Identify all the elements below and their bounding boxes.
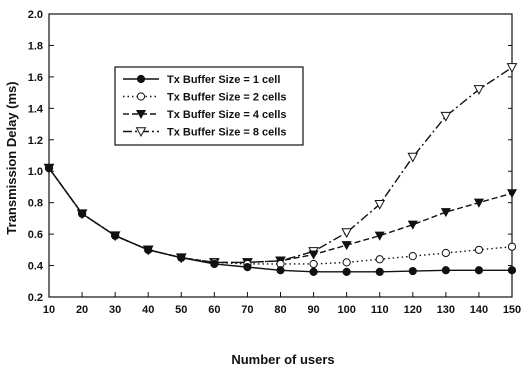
legend-label: Tx Buffer Size = 8 cells (167, 127, 287, 139)
y-tick-label: 1.4 (28, 103, 44, 115)
data-point (440, 111, 452, 122)
data-point (341, 228, 352, 239)
y-tick-label: 1.8 (28, 40, 43, 52)
legend-label: Tx Buffer Size = 2 cells (167, 92, 287, 104)
series-1 (44, 163, 517, 276)
x-tick-label: 80 (274, 304, 286, 316)
x-tick-label: 60 (208, 304, 220, 316)
data-point (441, 248, 450, 258)
legend-marker (135, 127, 147, 138)
data-point (111, 231, 120, 240)
data-point (210, 259, 219, 269)
data-point (77, 209, 87, 218)
data-point (44, 163, 54, 173)
y-tick-label: 0.8 (28, 198, 43, 210)
x-tick-label: 100 (337, 304, 355, 316)
data-point (243, 263, 252, 272)
series-line (48, 167, 513, 264)
y-axis-title: Transmission Delay (ms) (4, 81, 19, 234)
data-point (407, 152, 419, 163)
data-point (144, 245, 153, 254)
data-point (506, 189, 518, 199)
x-tick-label: 10 (43, 304, 55, 316)
x-tick-label: 20 (76, 304, 88, 316)
data-point (474, 266, 484, 275)
x-axis-title: Number of users (231, 352, 334, 367)
legend: Tx Buffer Size = 1 cell Tx Buffer Size = … (114, 66, 304, 146)
y-tick-label: 0.4 (28, 261, 44, 273)
x-tick-label: 30 (109, 304, 121, 316)
y-tick-label: 0.2 (28, 292, 43, 304)
data-point (441, 266, 450, 275)
x-tick-label: 150 (503, 304, 521, 316)
y-tick-label: 0.6 (28, 229, 43, 241)
data-point (507, 266, 517, 275)
x-tick-label: 40 (142, 304, 154, 316)
x-tick-label: 90 (307, 304, 319, 316)
series-2 (44, 163, 517, 269)
data-point (276, 266, 285, 275)
data-point (374, 199, 386, 210)
data-point (374, 231, 385, 241)
data-point (507, 242, 517, 251)
legend-label: Tx Buffer Size = 1 cell (167, 74, 280, 86)
y-tick-label: 1.2 (28, 135, 43, 147)
data-point (440, 208, 451, 218)
data-point (407, 220, 418, 230)
legend-marker (135, 110, 147, 120)
tick-layer: 10 20 30 40 50 60 70 80 90 100 110 120 130 140 150 0.2 0… (28, 9, 521, 316)
legend-marker (136, 92, 146, 101)
data-point (308, 250, 319, 260)
x-tick-label: 140 (470, 304, 488, 316)
data-point (408, 266, 417, 276)
data-point (375, 267, 384, 276)
y-tick-label: 1.6 (28, 72, 43, 84)
data-point (342, 267, 351, 276)
data-point (309, 259, 318, 269)
y-tick-label: 2.0 (28, 9, 43, 21)
series-layer (43, 63, 518, 276)
legend-marker (136, 74, 146, 84)
data-point (473, 85, 485, 96)
data-point (309, 267, 318, 276)
data-point (408, 252, 417, 261)
series-line (48, 167, 513, 265)
data-point (474, 245, 484, 254)
x-tick-label: 130 (437, 304, 455, 316)
data-point (341, 241, 352, 251)
y-tick-label: 1.0 (28, 166, 43, 178)
x-tick-label: 70 (241, 304, 253, 316)
data-point (506, 63, 518, 74)
data-point (342, 258, 351, 267)
series-line (48, 167, 512, 273)
x-tick-label: 110 (371, 304, 389, 316)
x-tick-label: 50 (175, 304, 187, 316)
data-point (473, 198, 484, 208)
data-point (375, 255, 384, 264)
x-tick-label: 120 (404, 304, 422, 316)
legend-label: Tx Buffer Size = 4 cells (167, 109, 287, 121)
data-point (177, 253, 186, 262)
